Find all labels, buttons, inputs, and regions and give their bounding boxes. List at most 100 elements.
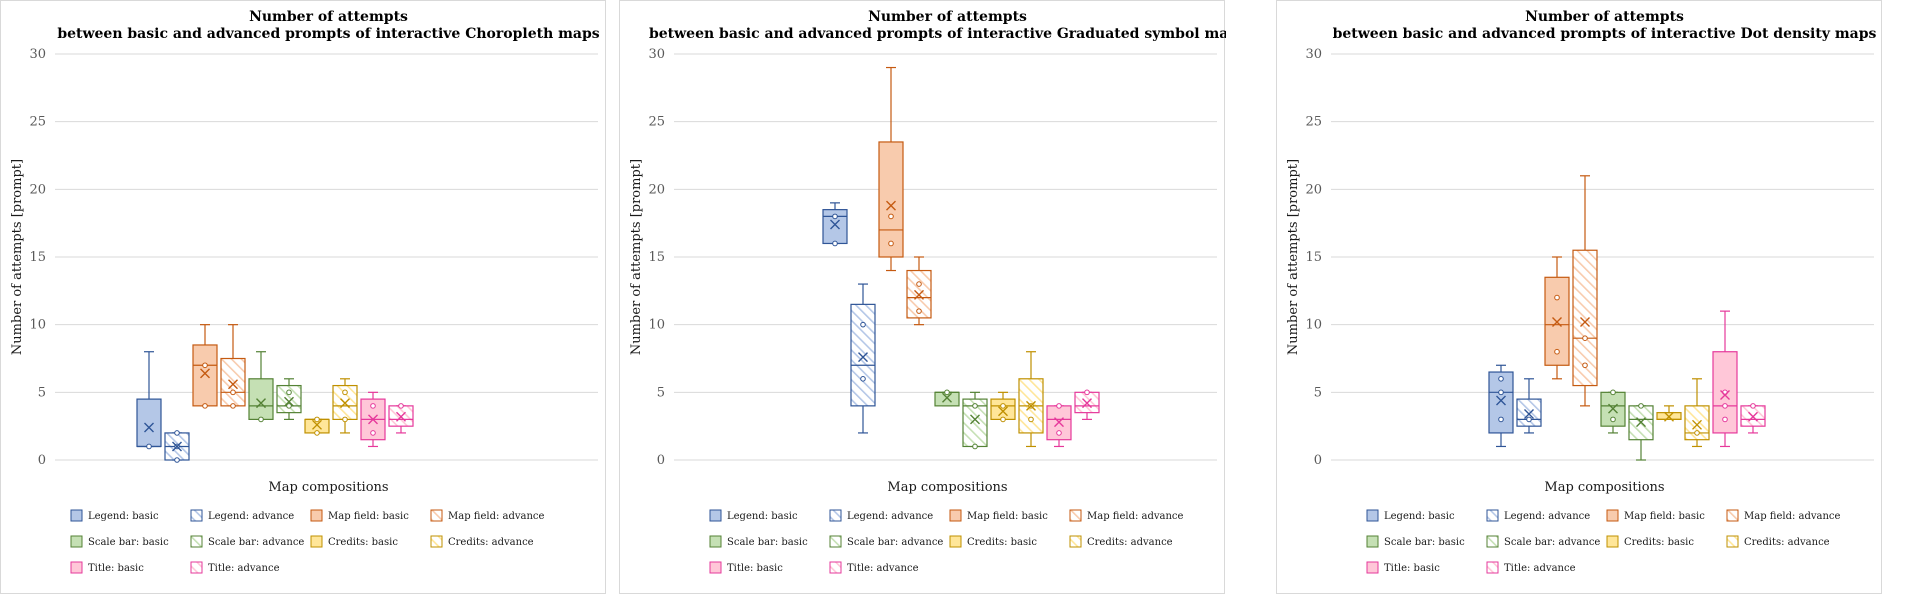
legend-label: Legend: advance [208,511,294,522]
mean-marker [886,200,896,211]
box-map-field-advance [1572,175,1598,407]
box-legend-basic [822,202,848,247]
box-title-advance [1740,403,1766,434]
mean-marker [340,398,350,409]
data-point [1498,376,1504,382]
box-credits-basic [304,416,330,436]
legend-item-scale-bar-basic: Scale bar: basic [70,535,169,548]
box-scale-bar-advance [276,378,302,420]
y-tick-label: 20 [1305,182,1322,197]
box-map-field-advance [220,324,246,409]
chart-panel-dot-density: Number of attempts between basic and adva… [1276,0,1882,594]
data-point [860,321,866,328]
data-point [174,457,180,463]
mean-marker [1748,411,1758,422]
data-point [1498,389,1504,396]
data-point [1722,403,1728,409]
mean-marker [368,414,378,425]
legend-label: Credits: basic [1624,537,1694,548]
data-point [146,443,152,450]
data-point [1056,430,1062,436]
x-axis-label: Map compositions [268,480,388,495]
y-axis-label: Number of attempts [prompt] [1286,159,1301,355]
legend-swatch [949,535,962,548]
box-scale-bar-basic [1600,389,1626,434]
data-point [916,281,922,287]
box-legend-advance [164,430,190,463]
legend-label: Credits: advance [1744,537,1830,548]
box-map-field-basic [1544,256,1570,380]
data-point [1582,335,1588,342]
y-tick-label: 15 [648,250,665,265]
y-tick-label: 20 [648,182,665,197]
legend-swatch [70,561,83,574]
legend-item-map-field-advance: Map field: advance [1069,509,1184,522]
data-point [1526,416,1532,423]
mean-marker [1664,411,1674,422]
data-point [1084,389,1090,396]
data-point [230,403,236,409]
mean-marker [228,379,238,390]
mean-marker [1608,403,1618,414]
mean-marker [1054,417,1064,428]
legend-label: Map field: basic [328,511,409,522]
legend-swatch [1486,561,1499,574]
legend-swatch [190,561,203,574]
legend-label: Title: basic [88,563,144,574]
data-point [1722,416,1728,423]
chart-title: Number of attempts [249,9,408,25]
box-credits-basic [990,391,1016,423]
chart-subtitle: between basic and advanced prompts of in… [57,26,599,42]
data-point [1610,416,1616,423]
box-iqr [220,357,246,407]
data-point [972,403,978,409]
mean-marker [312,419,322,430]
legend-item-map-field-basic: Map field: basic [949,509,1048,522]
legend-swatch [709,535,722,548]
mean-marker [284,396,294,407]
chart-panel-graduated-symbol: Number of attempts between basic and adva… [619,0,1226,594]
legend-swatch [310,509,323,522]
legend-label: Map field: advance [1087,511,1184,522]
legend-label: Title: advance [1504,563,1576,574]
box-title-basic [360,391,386,448]
data-point [370,403,376,409]
y-tick-label: 5 [657,385,665,400]
data-point [1610,389,1616,396]
legend-item-legend-advance: Legend: advance [1486,509,1590,522]
data-point [1694,430,1700,436]
legend-item-legend-basic: Legend: basic [709,509,798,522]
y-tick-label: 5 [1314,385,1322,400]
data-point [916,308,922,314]
data-point [370,430,376,436]
box-title-basic [1712,310,1738,448]
legend-item-credits-basic: Credits: basic [949,535,1037,548]
legend-swatch [1726,535,1739,548]
legend-label: Scale bar: advance [1504,537,1600,548]
y-tick-label: 15 [29,250,46,265]
y-tick-label: 25 [1305,115,1322,130]
box-title-advance [1074,389,1100,420]
legend-item-credits-advance: Credits: advance [1069,535,1173,548]
box-map-field-advance [906,256,932,326]
legend-label: Map field: advance [1744,511,1841,522]
mean-marker [998,406,1008,417]
data-point [888,240,894,247]
mean-marker [1524,408,1534,419]
legend-label: Scale bar: basic [1384,537,1465,548]
data-point [1750,403,1756,409]
mean-marker [1082,398,1092,409]
legend-swatch [1366,509,1379,522]
legend-item-map-field-basic: Map field: basic [310,509,409,522]
legend-item-title-basic: Title: basic [70,561,144,574]
box-credits-advance [1018,351,1044,448]
legend-item-credits-basic: Credits: basic [1606,535,1694,548]
x-axis-label: Map compositions [887,480,1007,495]
data-point [1000,416,1006,423]
legend-item-title-advance: Title: advance [190,561,280,574]
mean-marker [970,414,980,425]
box-iqr [136,398,162,448]
legend-label: Title: basic [727,563,783,574]
legend-label: Title: advance [208,563,280,574]
